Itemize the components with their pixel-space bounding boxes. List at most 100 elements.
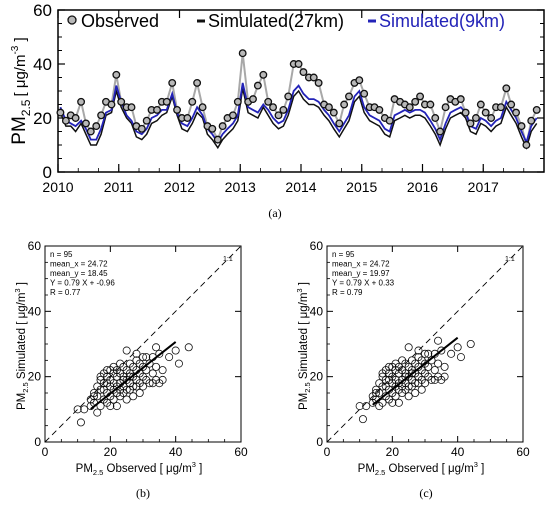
- scatter-point: [119, 388, 128, 397]
- scatter-point: [103, 366, 112, 375]
- observed-point: [229, 111, 237, 120]
- observed-point: [253, 81, 262, 90]
- scatter-point: [453, 343, 462, 352]
- legend: Observed Simulated(27km) Simulated(9km): [67, 11, 505, 31]
- scatter-point: [158, 366, 167, 375]
- legend-observed-label: Observed: [81, 11, 159, 31]
- x-tick-label: 40: [451, 445, 465, 459]
- y-tick-label: 60: [28, 239, 42, 253]
- scatter-point: [440, 362, 449, 371]
- scatter-point: [440, 372, 449, 381]
- scatter-point: [148, 379, 157, 388]
- y-tick-label: 40: [28, 304, 42, 318]
- scatter-point: [132, 382, 141, 391]
- y-axis-label: PM2.5[ μg/m-3 ]: [9, 37, 33, 144]
- scatter-point: [378, 372, 387, 381]
- observed-point: [259, 70, 268, 79]
- scatter-point: [466, 339, 475, 348]
- scatter-point: [430, 366, 439, 375]
- simulated-27km-line: [59, 88, 538, 150]
- observed-point: [97, 111, 106, 120]
- x-axis-label: PM2.5 Observed [ μg/m3 ]: [76, 460, 203, 477]
- observed-point: [329, 108, 338, 117]
- observed-point: [502, 84, 511, 93]
- scatter-point: [404, 362, 413, 371]
- scatter-point: [434, 336, 443, 345]
- scatter-point: [417, 385, 426, 394]
- x-tick-label: 0: [42, 445, 49, 459]
- scatter-point: [155, 349, 164, 358]
- observed-point: [472, 114, 480, 122]
- scatter-point: [109, 395, 118, 404]
- one-to-one-line: [326, 245, 524, 443]
- observed-point: [476, 100, 485, 109]
- observed-point: [81, 119, 90, 128]
- panel-a-label: (a): [268, 206, 281, 220]
- timeseries-panel: 0 20 40 60 2010 2011 2012 2013 2014 2015 2016 2017 P…: [9, 1, 545, 195]
- panel-c-label: (c): [419, 486, 432, 500]
- x-tick-label: 2014: [285, 179, 316, 195]
- panel-b-label: (b): [136, 486, 150, 500]
- observed-point: [345, 92, 353, 101]
- scatter-point: [99, 385, 108, 394]
- observed-point: [335, 119, 344, 128]
- scatter-point: [122, 395, 131, 404]
- y-tick-label: 60: [310, 239, 324, 253]
- stats-line: mean_y = 18.45: [50, 269, 108, 278]
- scatter-point: [142, 366, 151, 375]
- observed-point: [522, 141, 531, 149]
- observed-point: [527, 116, 536, 125]
- observed-point: [360, 89, 369, 98]
- scatter-point: [129, 362, 138, 371]
- scatter-point: [427, 375, 436, 384]
- x-tick-label: 2016: [407, 179, 438, 195]
- scatter-point: [385, 362, 394, 371]
- observed-point: [142, 116, 151, 125]
- observed-point: [127, 103, 136, 112]
- x-tick-label: 20: [104, 445, 118, 459]
- observed-point: [249, 95, 257, 104]
- x-tick-label: 2010: [42, 179, 73, 195]
- observed-point: [466, 119, 475, 128]
- scatter-point: [430, 375, 439, 384]
- scatter-point: [434, 359, 443, 368]
- scatter-point: [152, 362, 161, 371]
- observed-point: [340, 100, 349, 109]
- y-tick-label: 20: [28, 370, 42, 384]
- observed-point: [324, 103, 333, 112]
- scatter-point: [358, 415, 367, 424]
- observed-point: [233, 97, 242, 106]
- scatter-point: [142, 353, 151, 362]
- scatter-point: [456, 353, 465, 362]
- observed-point: [77, 97, 86, 106]
- scatter-point: [375, 388, 384, 397]
- scatter-point: [420, 349, 429, 358]
- scatter-point: [106, 402, 115, 411]
- observed-point: [487, 114, 496, 122]
- stats-line: mean_x = 24.72: [332, 260, 390, 269]
- x-tick-label: 2017: [468, 179, 499, 195]
- observed-point: [218, 122, 227, 131]
- scatter-point: [398, 356, 407, 365]
- scatter-point: [407, 382, 416, 391]
- stats-line: R = 0.79: [332, 288, 363, 297]
- observed-point: [426, 100, 435, 109]
- scatter-point: [76, 418, 85, 427]
- observed-point: [61, 116, 70, 125]
- scatter-point: [80, 405, 89, 414]
- observed-point: [284, 92, 293, 101]
- scatter-point: [152, 343, 161, 352]
- scatter-point: [424, 349, 433, 358]
- scatter-point: [158, 375, 167, 384]
- stats-line: R = 0.77: [50, 288, 81, 297]
- y-tick-label: 40: [310, 304, 324, 318]
- scatter-point: [414, 379, 423, 388]
- observed-point: [314, 78, 323, 87]
- observed-point: [517, 122, 526, 131]
- observed-point: [355, 76, 364, 85]
- scatter-point: [165, 353, 174, 362]
- observed-point: [274, 111, 283, 120]
- stats-line: n = 95: [332, 250, 355, 259]
- y-tick-label: 0: [34, 435, 41, 449]
- scatter-point: [447, 349, 456, 358]
